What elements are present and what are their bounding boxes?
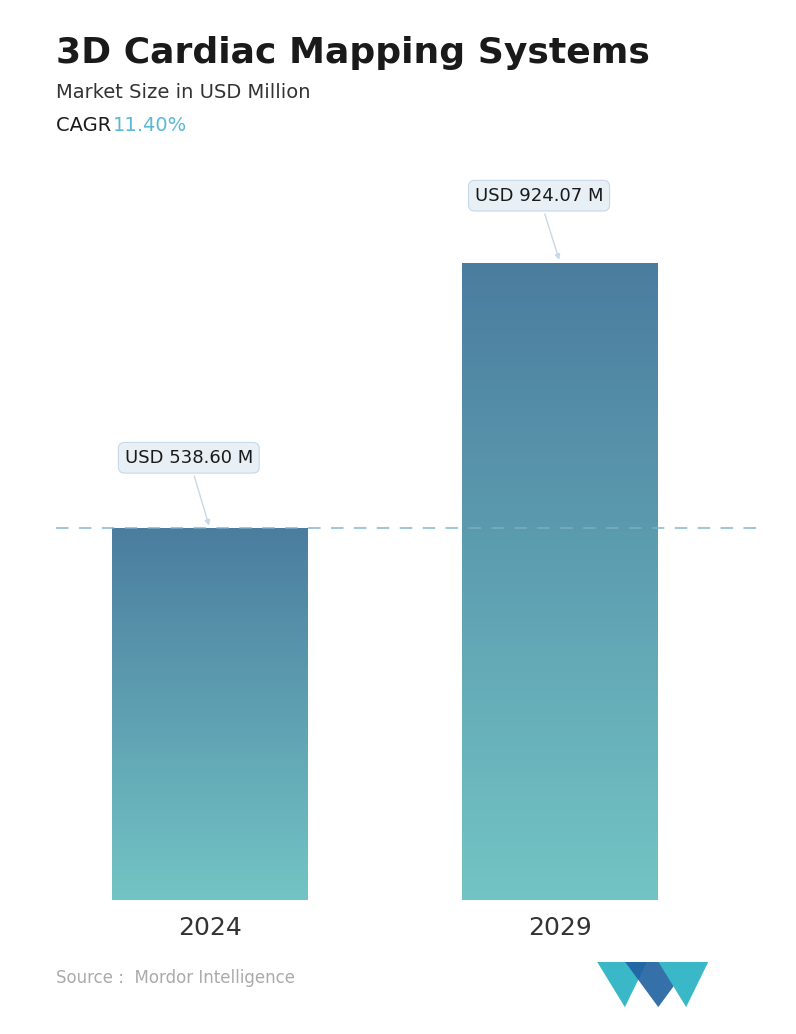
Polygon shape (625, 962, 692, 1007)
Polygon shape (658, 962, 708, 1007)
Text: Market Size in USD Million: Market Size in USD Million (56, 83, 310, 101)
Text: USD 538.60 M: USD 538.60 M (125, 449, 253, 524)
Text: 3D Cardiac Mapping Systems: 3D Cardiac Mapping Systems (56, 36, 650, 70)
Text: USD 924.07 M: USD 924.07 M (474, 187, 603, 258)
Text: 11.40%: 11.40% (113, 116, 187, 134)
Polygon shape (597, 962, 647, 1007)
Text: CAGR: CAGR (56, 116, 123, 134)
Text: Source :  Mordor Intelligence: Source : Mordor Intelligence (56, 970, 295, 987)
